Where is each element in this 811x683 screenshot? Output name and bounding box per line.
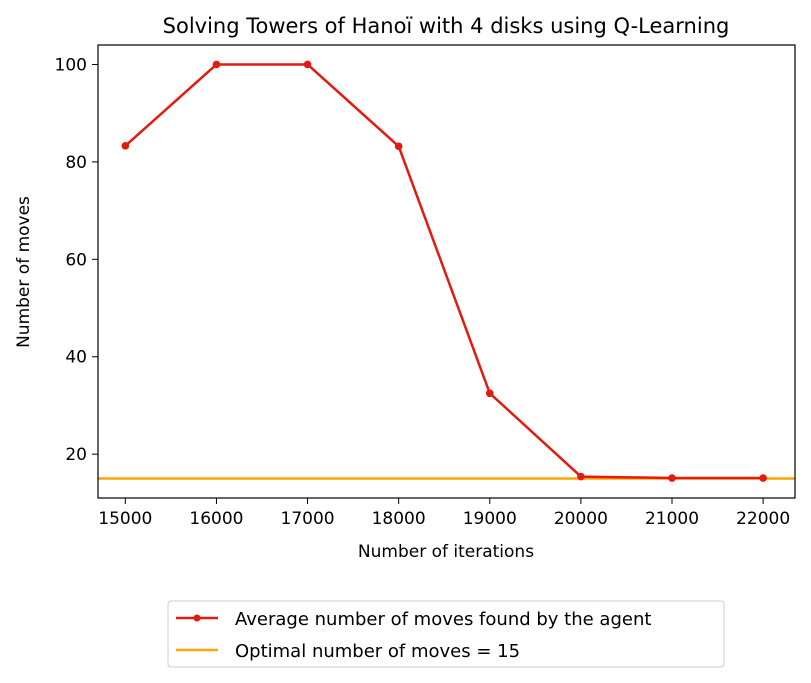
y-tick-label: 80 (65, 153, 87, 173)
data-point (485, 389, 494, 398)
x-tick-label: 20000 (554, 509, 608, 529)
x-tick-label: 21000 (645, 509, 699, 529)
x-tick-label: 19000 (463, 509, 517, 529)
legend-marker-agent (193, 614, 201, 622)
x-tick-label: 16000 (189, 509, 243, 529)
data-point (577, 472, 585, 481)
data-point (121, 142, 130, 150)
legend-box (167, 600, 725, 668)
y-tick-label: 40 (65, 348, 87, 368)
x-tick-label: 15000 (98, 509, 152, 529)
y-tick-label: 20 (65, 445, 87, 465)
plot-area (98, 60, 795, 482)
agent-moves-line (124, 63, 764, 480)
x-tick-label: 22000 (736, 509, 790, 529)
x-tick-label: 17000 (281, 509, 335, 529)
x-tick-label: 18000 (372, 509, 426, 529)
y-tick-label: 100 (55, 55, 87, 75)
chart-title: Solving Towers of Hanoï with 4 disks usi… (163, 14, 730, 38)
data-point (394, 142, 403, 151)
x-axis: 15000 16000 17000 18000 19000 20000 21000 22000 (98, 498, 790, 529)
y-tick-label: 60 (65, 250, 87, 270)
legend: Average number of moves found by the age… (167, 600, 725, 668)
y-axis-label: Number of moves (14, 196, 34, 348)
data-point (759, 474, 767, 482)
legend-label-agent: Average number of moves found by the age… (235, 609, 651, 630)
axes-frame (97, 44, 796, 499)
x-axis-label: Number of iterations (358, 542, 534, 562)
legend-label-optimal: Optimal number of moves = 15 (235, 641, 520, 662)
y-axis: 20 40 60 80 100 (55, 55, 98, 465)
data-point (303, 60, 312, 69)
data-point (212, 60, 221, 69)
data-point (668, 474, 676, 482)
